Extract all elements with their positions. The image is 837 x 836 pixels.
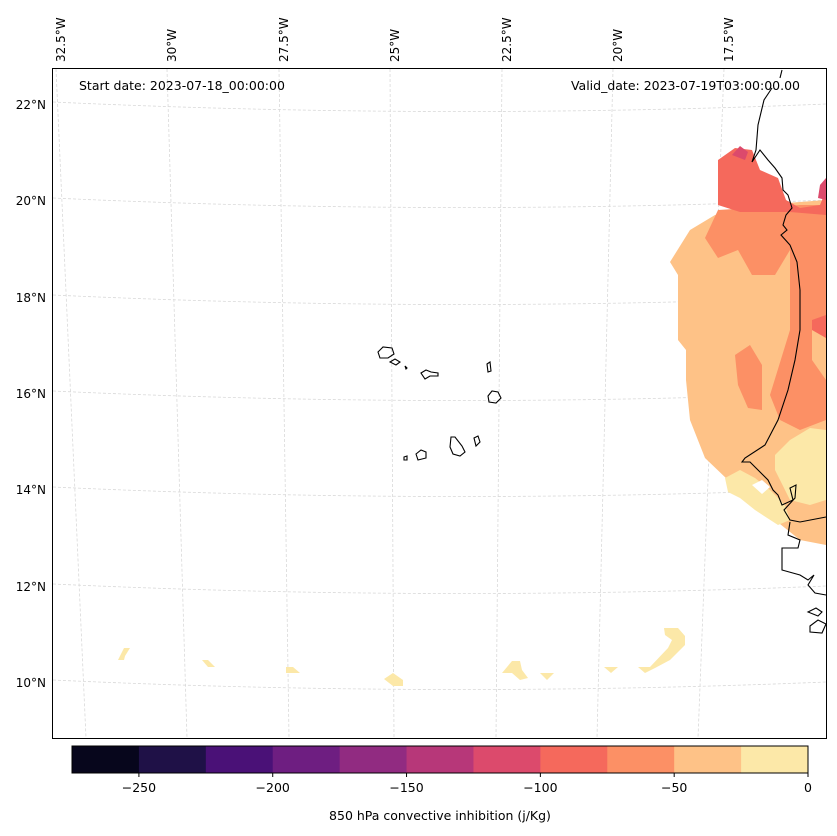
lat-label: 12°N: [15, 580, 46, 594]
cin-fill-regions: [118, 146, 826, 686]
colorbar-outline: [71, 745, 809, 774]
lat-label: 22°N: [15, 98, 46, 112]
lon-label: 25°W: [388, 28, 402, 62]
lat-gridline: [52, 101, 827, 112]
colorbar-segment: [205, 746, 274, 773]
ocean-patch: [286, 667, 300, 673]
region-minus25-0: [775, 428, 826, 505]
cape-verde-island: [473, 435, 481, 448]
lon-label: 30°W: [165, 28, 179, 62]
lat-gridline: [52, 583, 827, 594]
region-minus125-100-east: [818, 178, 826, 200]
region-minus100-75: [718, 148, 826, 215]
lat-label: 10°N: [15, 676, 46, 690]
region-minus100-75-east: [812, 315, 826, 338]
lon-gridline: [389, 68, 395, 739]
cape-verde-island: [486, 361, 492, 373]
region-minus75-50-patch: [735, 345, 762, 410]
lon-label: 20°W: [611, 28, 625, 62]
coastlines: [377, 69, 827, 634]
lat-label: 20°N: [15, 194, 46, 208]
colorbar-segment: [741, 746, 809, 773]
colorbar-tick-label: −250: [121, 780, 157, 795]
lat-gridline: [52, 679, 827, 690]
colorbar-tick-label: −100: [523, 780, 558, 795]
lat-label: 14°N: [15, 483, 46, 497]
cape-verde-island: [388, 358, 401, 366]
start-date-annotation: Start date: 2023-07-18_00:00:00: [79, 78, 285, 93]
cape-verde-island: [487, 390, 502, 404]
colorbar-segment: [272, 746, 341, 773]
coastline-guinea-bissau: [781, 521, 827, 634]
colorbar-segment: [674, 746, 742, 773]
no-data-hole: [752, 480, 770, 494]
valid-date-annotation: Valid_date: 2023-07-19T03:00:00.00: [570, 78, 800, 93]
lat-label: 16°N: [15, 387, 46, 401]
colorbar-segment: [607, 746, 675, 773]
region-minus75-50: [705, 205, 826, 430]
lon-gridline: [166, 68, 188, 739]
colorbar-tick-label: −50: [660, 780, 688, 795]
colorbar-segment: [540, 746, 608, 773]
colorbar: [71, 745, 809, 777]
ocean-patch: [604, 667, 618, 673]
colorbar-tick-label: 0: [804, 780, 812, 795]
lon-gridline: [495, 68, 503, 739]
cape-verde-island: [449, 436, 466, 457]
cape-verde-island: [403, 455, 408, 461]
colorbar-segment: [473, 746, 541, 773]
region-minus25-0-coast: [725, 470, 790, 525]
colorbar-label: 850 hPa convective inhibition (j/Kg): [329, 808, 551, 823]
ocean-patch: [202, 660, 215, 667]
coastline-west-africa: [740, 69, 827, 523]
ocean-patch: [638, 628, 685, 673]
ocean-patch: [540, 673, 554, 680]
colorbar-segment: [406, 746, 474, 773]
gridlines: [52, 68, 827, 739]
cape-verde-island: [420, 369, 439, 380]
colorbar-tick-label: −200: [255, 780, 290, 795]
colorbar-segment: [138, 746, 207, 773]
colorbar-segment: [339, 746, 408, 773]
cape-verde-island: [415, 449, 427, 461]
cape-verde-island: [377, 346, 395, 359]
colorbar-tick-label: −150: [389, 780, 424, 795]
lon-label: 32.5°W: [54, 17, 68, 62]
lon-label: 27.5°W: [277, 17, 291, 62]
ocean-patch: [384, 673, 403, 686]
lat-gridline: [52, 486, 827, 497]
ocean-patch: [502, 661, 528, 680]
lon-gridline: [55, 68, 87, 739]
lon-gridline: [278, 68, 290, 739]
map-frame: [52, 68, 827, 739]
lon-gridline: [596, 68, 614, 739]
lat-gridline: [52, 197, 827, 208]
cape-verde-island: [404, 365, 408, 371]
lon-label: 22.5°W: [500, 17, 514, 62]
region-minus125-100: [732, 146, 748, 160]
lon-label: 17.5°W: [722, 17, 736, 62]
ocean-patch: [118, 648, 130, 660]
lat-label: 18°N: [15, 291, 46, 305]
colorbar-segment: [72, 746, 140, 773]
